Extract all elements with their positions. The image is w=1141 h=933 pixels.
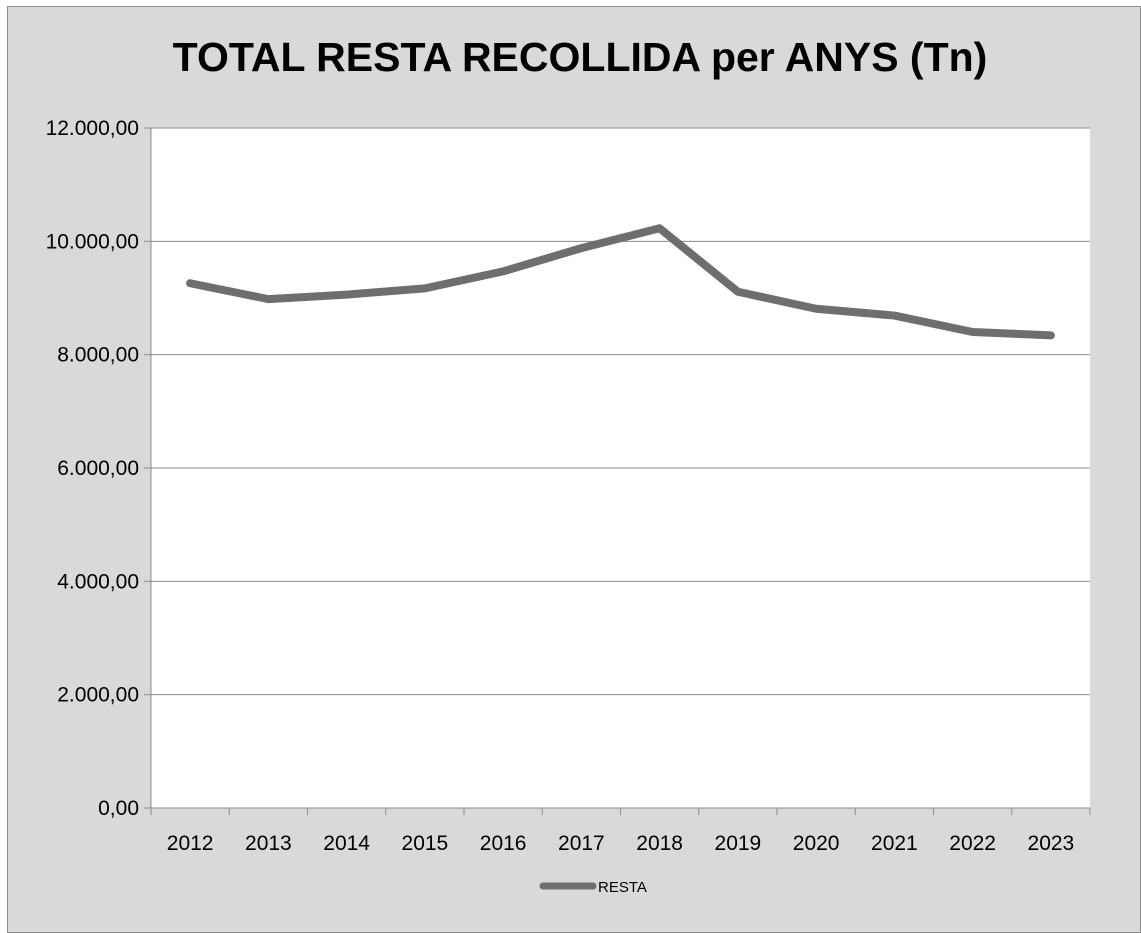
- chart-title: TOTAL RESTA RECOLLIDA per ANYS (Tn): [172, 34, 988, 80]
- y-tick-label: 4.000,00: [57, 570, 139, 593]
- x-tick-label: 2022: [949, 832, 996, 855]
- y-tick-label: 0,00: [98, 797, 139, 820]
- y-tick-label: 10.000,00: [46, 230, 139, 253]
- legend: RESTA: [539, 879, 647, 896]
- legend-label: RESTA: [598, 879, 647, 896]
- x-tick-label: 2017: [558, 832, 605, 855]
- series-group: [186, 224, 1055, 340]
- x-tick-label: 2023: [1028, 832, 1075, 855]
- y-tick-label: 2.000,00: [57, 684, 139, 707]
- x-tick-label: 2016: [480, 832, 527, 855]
- x-tick-label: 2019: [715, 832, 762, 855]
- x-tick-label: 2018: [636, 832, 683, 855]
- x-axis-ticks: 2012 2013 2014 2015 2016 2017 2018 2019 2020 2021…: [150, 808, 1091, 855]
- x-tick-label: 2021: [871, 832, 918, 855]
- y-tick-label: 12.000,00: [46, 117, 139, 140]
- y-tick-label: 8.000,00: [57, 344, 139, 367]
- x-tick-label: 2012: [167, 832, 214, 855]
- y-tick-label: 6.000,00: [57, 457, 139, 480]
- y-axis-ticks: 0,00 2.000,00 4.000,00 6.000,00 8.000,00 10.0…: [46, 117, 151, 820]
- x-tick-label: 2013: [245, 832, 292, 855]
- x-tick-label: 2014: [323, 832, 370, 855]
- series-line-resta: [186, 224, 1055, 340]
- x-tick-label: 2015: [402, 832, 449, 855]
- x-tick-label: 2020: [793, 832, 840, 855]
